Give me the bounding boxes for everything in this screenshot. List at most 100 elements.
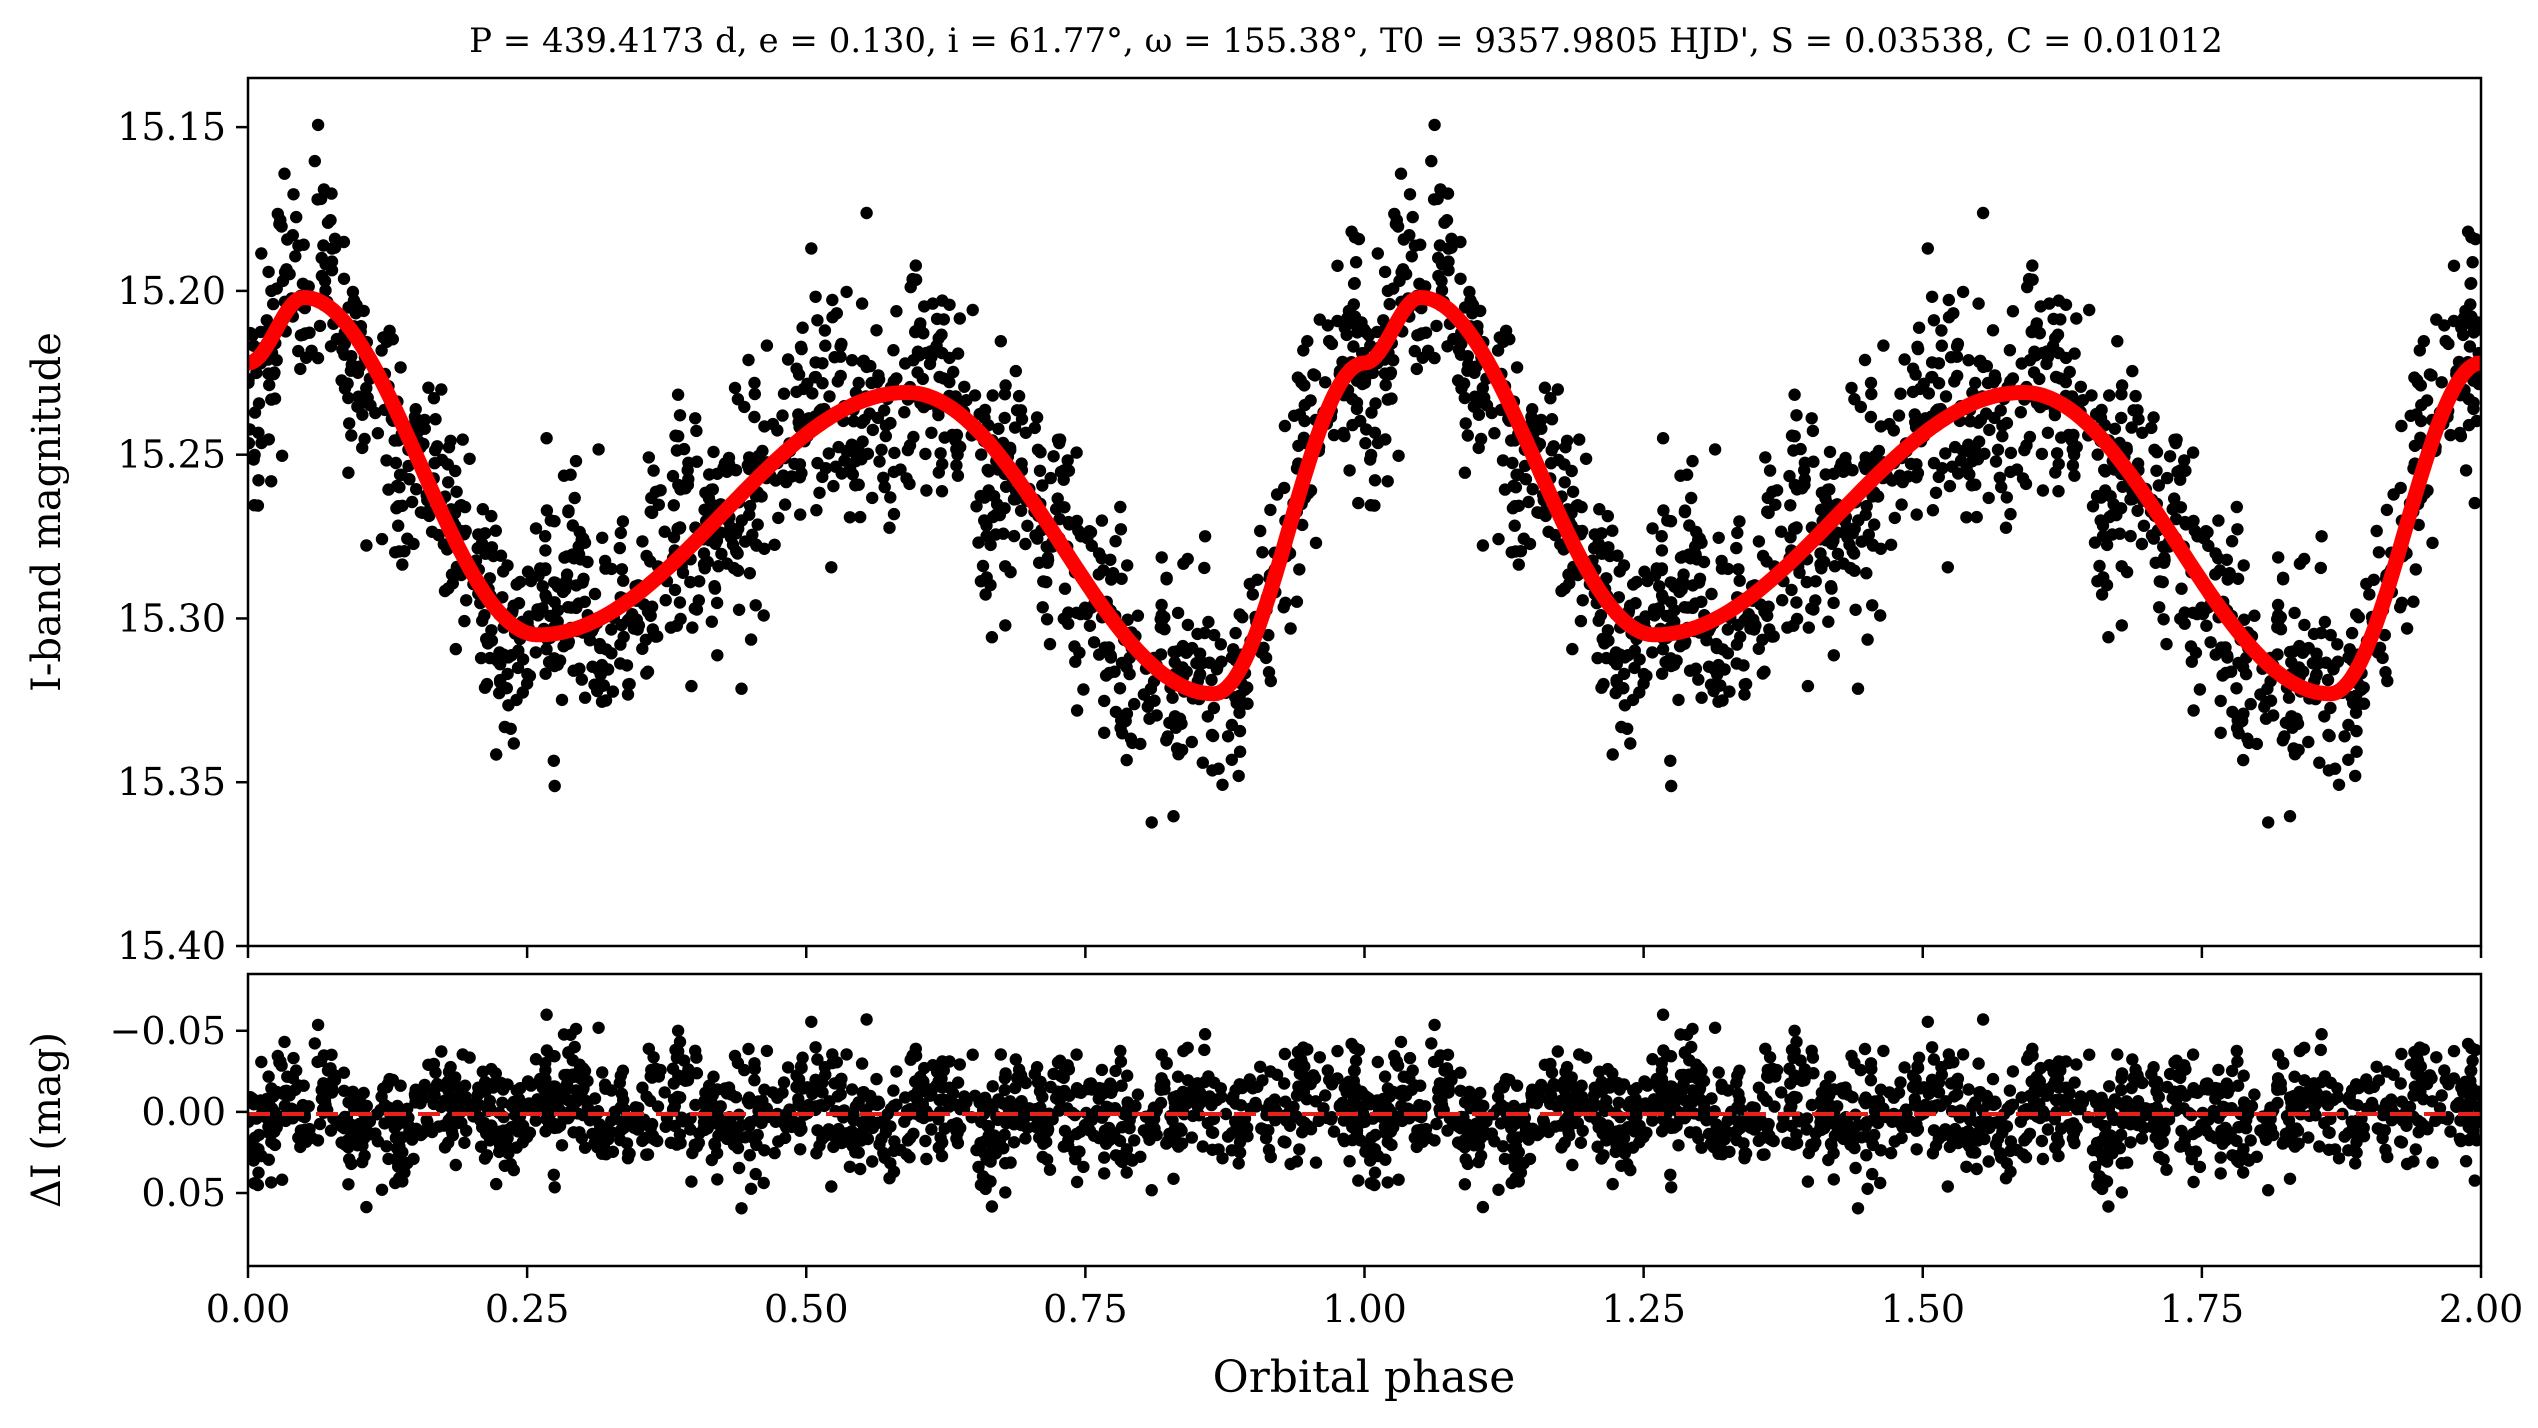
observation-point: [2214, 726, 2227, 739]
observation-point: [1888, 511, 1902, 525]
observation-point: [2041, 426, 2055, 439]
observation-point: [2152, 479, 2165, 492]
residual-point: [1960, 1160, 1973, 1174]
observation-point: [2178, 606, 2191, 619]
observation-point: [342, 391, 355, 405]
residual-point: [2466, 1054, 2479, 1067]
observation-point: [1347, 340, 1360, 353]
residual-point: [1058, 1124, 1072, 1138]
residual-point: [816, 1086, 829, 1099]
observation-point: [1575, 500, 1588, 514]
observation-point: [1119, 714, 1132, 728]
observation-point: [2423, 368, 2437, 381]
observation-point: [1181, 618, 1195, 632]
observation-point: [642, 451, 655, 464]
observation-point: [1458, 391, 1472, 405]
observation-point: [1603, 549, 1617, 563]
observation-point: [615, 618, 628, 632]
observation-point: [2315, 530, 2328, 543]
observation-point: [751, 518, 764, 531]
observation-point: [949, 390, 962, 403]
observation-point: [667, 531, 681, 544]
residual-point: [1077, 1160, 1090, 1174]
observation-point: [1929, 486, 1943, 499]
residual-point: [2175, 1124, 2188, 1138]
observation-point: [505, 649, 518, 662]
residual-point: [1664, 1168, 1677, 1182]
observation-point: [1121, 613, 1134, 626]
residual-point: [1206, 1143, 1219, 1157]
observation-point: [1712, 695, 1725, 708]
observation-point: [460, 594, 473, 607]
residual-point: [631, 1123, 644, 1136]
observation-point: [1664, 659, 1678, 673]
observation-point: [2221, 651, 2234, 664]
residual-point: [2453, 1132, 2467, 1146]
residual-point: [920, 1152, 933, 1166]
observation-point: [2283, 810, 2297, 823]
observation-point: [2324, 628, 2337, 642]
observation-point: [250, 366, 263, 380]
observation-point: [1805, 412, 1818, 425]
residual-point: [641, 1148, 655, 1161]
residual-point: [2231, 1055, 2244, 1068]
observation-point: [271, 207, 284, 221]
residual-point: [1986, 1072, 2000, 1086]
observation-point: [621, 688, 635, 701]
residual-point: [490, 1177, 503, 1191]
observation-point: [2380, 503, 2394, 517]
observation-point: [2465, 318, 2478, 331]
residual-point: [1849, 1161, 1862, 1175]
observation-point: [1107, 567, 1120, 580]
observation-point: [827, 479, 840, 493]
observation-point: [2363, 588, 2376, 601]
residual-point: [887, 1084, 900, 1097]
residual-point: [1763, 1051, 1777, 1064]
observation-point: [1676, 574, 1689, 588]
residual-point: [825, 1180, 838, 1193]
observation-point: [2000, 491, 2014, 504]
observation-point: [2099, 465, 2112, 478]
residual-point: [1612, 1096, 1626, 1110]
residual-point: [659, 1120, 672, 1134]
residual-point: [435, 1045, 448, 1058]
observation-point: [1325, 337, 1339, 351]
observation-point: [1298, 414, 1311, 428]
residual-point: [294, 1140, 307, 1154]
residual-point: [311, 1018, 325, 1032]
residual-point: [671, 1024, 685, 1038]
observation-point: [278, 167, 291, 180]
observation-point: [854, 510, 867, 524]
observation-point: [796, 321, 809, 334]
observation-point: [1095, 514, 1109, 527]
residual-point: [1964, 1113, 1977, 1127]
observation-point: [2184, 640, 2198, 653]
observation-point: [1754, 598, 1767, 611]
observation-point: [793, 458, 807, 471]
observation-point: [919, 447, 932, 461]
observation-point: [601, 663, 615, 676]
residual-point: [1337, 1132, 1350, 1146]
observation-point: [1113, 682, 1127, 695]
observation-point: [937, 313, 950, 326]
observation-point: [1509, 481, 1523, 494]
residual-point: [2283, 1172, 2297, 1186]
residual-point: [1809, 1136, 1822, 1150]
observation-point: [2125, 421, 2138, 434]
residual-point: [909, 1075, 922, 1088]
observation-point: [450, 485, 463, 498]
observation-point: [2321, 673, 2335, 687]
observation-point: [296, 328, 310, 341]
observation-point: [1378, 265, 1392, 279]
observation-point: [2147, 411, 2160, 424]
residual-point: [1008, 1081, 1022, 1095]
observation-point: [551, 615, 564, 628]
observation-point: [1612, 591, 1626, 604]
observation-point: [549, 576, 562, 589]
residual-point: [548, 1181, 561, 1194]
observation-point: [287, 188, 300, 201]
observation-point: [778, 498, 792, 511]
observation-point: [531, 609, 545, 622]
observation-point: [1256, 546, 1269, 559]
residual-point: [614, 1101, 627, 1114]
